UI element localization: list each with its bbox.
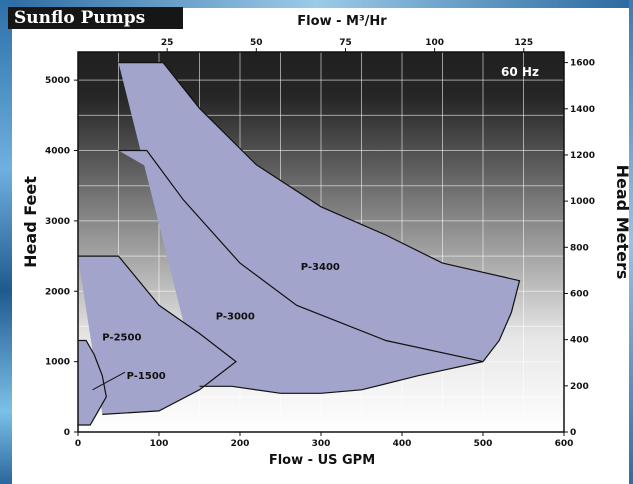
y-axis-left: 0 1000 2000 3000 4000 5000 <box>45 76 78 438</box>
y-right-tick-label: 1200 <box>570 151 595 161</box>
label-pointer-p-1500 <box>92 371 126 391</box>
y-right-tick-label: 200 <box>570 382 589 392</box>
y-tick-label: 5000 <box>45 76 70 86</box>
region-outline-p-3400 <box>118 61 521 394</box>
y-right-tick-label: 600 <box>570 289 589 299</box>
y-tick-label: 2000 <box>45 287 70 297</box>
x-top-tick-label: 125 <box>514 38 533 48</box>
y-right-tick-label: 1400 <box>570 105 595 115</box>
pump-regions <box>78 61 521 426</box>
label-p-3000: P-3000 <box>216 311 255 322</box>
x-tick-label: 500 <box>474 439 493 449</box>
region-fill-p-3400 <box>118 62 520 394</box>
frequency-label: 60 Hz <box>501 65 539 79</box>
label-p-1500: P-1500 <box>127 371 166 382</box>
y-tick-label: 3000 <box>45 217 70 227</box>
x-top-axis-title: Flow - M³/Hr <box>297 14 387 29</box>
label-p-3400: P-3400 <box>301 262 340 273</box>
y-right-axis-title: Head Meters <box>613 165 632 280</box>
x-tick-label: 200 <box>231 439 250 449</box>
label-p-2500: P-2500 <box>102 333 141 344</box>
y-right-tick-label: 800 <box>570 243 589 253</box>
x-tick-label: 100 <box>150 439 169 449</box>
y-tick-label: 1000 <box>45 358 70 368</box>
brand-logo-text: Sunflo Pumps <box>8 7 183 29</box>
y-axis-right: 0 200 400 600 800 1000 1200 1400 1600 <box>564 59 595 438</box>
x-top-tick-label: 100 <box>425 38 444 48</box>
region-outline-p-1500 <box>78 339 107 426</box>
x-tick-label: 0 <box>75 439 81 449</box>
y-left-axis-title: Head Feet <box>21 176 40 268</box>
series-labels: P-3400 P-3000 P-2500 P-1500 <box>92 262 340 391</box>
x-top-tick-label: 50 <box>250 38 263 48</box>
x-top-tick-label: 25 <box>161 38 174 48</box>
y-tick-label: 4000 <box>45 147 70 157</box>
decorative-side-band <box>0 0 12 484</box>
x-axis-bottom: 0 100 200 300 400 500 600 <box>75 432 574 449</box>
y-right-tick-label: 1600 <box>570 59 595 69</box>
y-tick-label: 0 <box>64 428 70 438</box>
region-fill-p-1500 <box>78 340 107 425</box>
y-right-tick-label: 0 <box>570 428 576 438</box>
region-outline-p-2500 <box>78 255 237 415</box>
x-bottom-axis-title: Flow - US GPM <box>269 453 375 468</box>
x-tick-label: 600 <box>555 439 574 449</box>
x-tick-label: 400 <box>393 439 412 449</box>
x-tick-label: 300 <box>312 439 331 449</box>
y-right-tick-label: 1000 <box>570 197 595 207</box>
title-bar <box>0 0 633 8</box>
x-top-tick-label: 75 <box>339 38 352 48</box>
x-axis-top: 25 50 75 100 125 <box>161 38 533 52</box>
region-outline-p-3000 <box>118 149 484 363</box>
decorative-side-band-right <box>629 0 633 484</box>
y-right-tick-label: 400 <box>570 336 589 346</box>
region-fill-p-2500 <box>78 256 236 415</box>
